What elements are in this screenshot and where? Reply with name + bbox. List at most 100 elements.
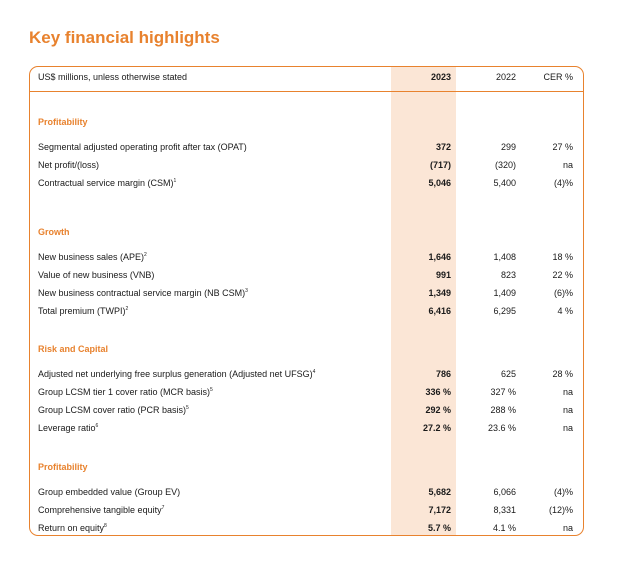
row-label: Total premium (TWPI)2 [38, 303, 128, 319]
footnote-ref: 7 [161, 505, 165, 511]
footnote-ref: 2 [125, 306, 129, 312]
header-col-2022: 2022 [495, 72, 516, 82]
value-cer: na [562, 405, 573, 415]
row-label: Contractual service margin (CSM)1 [38, 175, 176, 191]
value-cer: 27 % [552, 142, 573, 152]
value-2022: 4.1 % [492, 523, 516, 533]
value-2023: 292 % [425, 405, 451, 415]
value-2023: 336 % [425, 387, 451, 397]
value-cer: 18 % [552, 252, 573, 262]
table-row: Value of new business (VNB) 991 823 22 % [30, 267, 583, 283]
value-2023: 372 [435, 142, 451, 152]
value-cer: (4)% [553, 178, 573, 188]
value-cer: (12)% [548, 505, 573, 515]
footnote-ref: 6 [95, 423, 99, 429]
value-cer: 4 % [557, 306, 573, 316]
value-2022: 823 [500, 270, 516, 280]
value-2022: 299 [500, 142, 516, 152]
row-label-text: New business contractual service margin … [38, 288, 246, 298]
row-label: Comprehensive tangible equity7 [38, 502, 164, 518]
value-2023: 7,172 [428, 505, 451, 515]
row-label-text: New business sales (APE) [38, 252, 145, 262]
row-label-text: Segmental adjusted operating profit afte… [38, 142, 247, 152]
value-2023: 27.2 % [422, 423, 451, 433]
footnote-ref: 2 [144, 252, 147, 258]
value-2022: 327 % [490, 387, 516, 397]
value-2023: 5.7 % [427, 523, 451, 533]
row-label-text: Comprehensive tangible equity [38, 505, 162, 515]
financial-table: US$ millions, unless otherwise stated 20… [29, 66, 584, 536]
value-2022: 6,066 [493, 487, 516, 497]
row-label-text: Adjusted net underlying free surplus gen… [38, 369, 313, 379]
table-row: Contractual service margin (CSM)1 5,046 5,… [30, 175, 583, 191]
row-label: Net profit/(loss) [38, 157, 99, 173]
value-2022: 5,400 [493, 178, 516, 188]
value-cer: 22 % [552, 270, 573, 280]
table-row: New business contractual service margin … [30, 285, 583, 301]
row-label-text: Group LCSM cover ratio (PCR basis) [38, 405, 187, 415]
table-row: Return on equity8 5.7 % 4.1 % na [30, 520, 583, 536]
row-label-text: Contractual service margin (CSM) [38, 178, 174, 188]
row-label-text: Group embedded value (Group EV) [38, 487, 181, 497]
table-row: Leverage ratio6 27.2 % 23.6 % na [30, 420, 583, 436]
value-2023: 1,349 [428, 288, 451, 298]
row-label-text: Net profit/(loss) [38, 160, 100, 170]
value-cer: na [562, 523, 573, 533]
value-2023: (717) [429, 160, 451, 170]
row-label: Value of new business (VNB) [38, 267, 154, 283]
table-row: Segmental adjusted operating profit afte… [30, 139, 583, 155]
footnote-ref: 5 [210, 387, 213, 393]
value-cer: na [562, 160, 573, 170]
value-2023: 5,682 [428, 487, 451, 497]
value-2022: 8,331 [493, 505, 516, 515]
value-cer: 28 % [552, 369, 573, 379]
table-row: Net profit/(loss) (717) (320) na [30, 157, 583, 173]
footnote-ref: 3 [245, 288, 248, 294]
value-2022: (320) [494, 160, 516, 170]
value-2023: 1,646 [428, 252, 451, 262]
section-heading: Profitability [38, 462, 88, 472]
value-2023: 6,416 [428, 306, 451, 316]
table-row: Comprehensive tangible equity7 7,172 8,331… [30, 502, 583, 518]
section-heading: Growth [38, 227, 70, 237]
section-heading: Profitability [38, 117, 88, 127]
row-label: Group LCSM tier 1 cover ratio (MCR basis… [38, 384, 213, 400]
value-2023: 5,046 [428, 178, 451, 188]
value-2022: 625 [500, 369, 516, 379]
footnote-ref: 1 [173, 178, 177, 184]
table-row: Adjusted net underlying free surplus gen… [30, 366, 583, 382]
section-heading: Risk and Capital [38, 344, 109, 354]
row-label: Adjusted net underlying free surplus gen… [38, 366, 315, 382]
header-col-cer: CER % [543, 72, 573, 82]
header-label: US$ millions, unless otherwise stated [38, 72, 188, 82]
row-label-text: Leverage ratio [38, 423, 96, 433]
row-label-text: Return on equity [38, 523, 105, 533]
value-cer: (6)% [553, 288, 573, 298]
value-2022: 288 % [490, 405, 516, 415]
value-2022: 1,408 [493, 252, 516, 262]
value-cer: na [562, 387, 573, 397]
row-label: Leverage ratio6 [38, 420, 98, 436]
footnote-ref: 4 [312, 369, 316, 375]
page-title: Key financial highlights [29, 28, 220, 47]
highlight-column-2023 [391, 67, 456, 535]
table-row: New business sales (APE)2 1,646 1,408 18 % [30, 249, 583, 265]
value-2023: 786 [435, 369, 451, 379]
value-cer: (4)% [553, 487, 573, 497]
header-divider [30, 91, 583, 92]
table-row: Group LCSM cover ratio (PCR basis)5 292 %… [30, 402, 583, 418]
table-row: Group LCSM tier 1 cover ratio (MCR basis… [30, 384, 583, 400]
value-2022: 1,409 [493, 288, 516, 298]
row-label: Return on equity8 [38, 520, 107, 536]
row-label: Group LCSM cover ratio (PCR basis)5 [38, 402, 189, 418]
row-label-text: Value of new business (VNB) [38, 270, 155, 280]
value-2022: 23.6 % [487, 423, 516, 433]
row-label-text: Total premium (TWPI) [38, 306, 126, 316]
table-row: Total premium (TWPI)2 6,416 6,295 4 % [30, 303, 583, 319]
footnote-ref: 8 [104, 523, 107, 529]
value-cer: na [562, 423, 573, 433]
row-label: New business sales (APE)2 [38, 249, 147, 265]
row-label: New business contractual service margin … [38, 285, 248, 301]
footnote-ref: 5 [186, 405, 189, 411]
row-label: Group embedded value (Group EV) [38, 484, 180, 500]
